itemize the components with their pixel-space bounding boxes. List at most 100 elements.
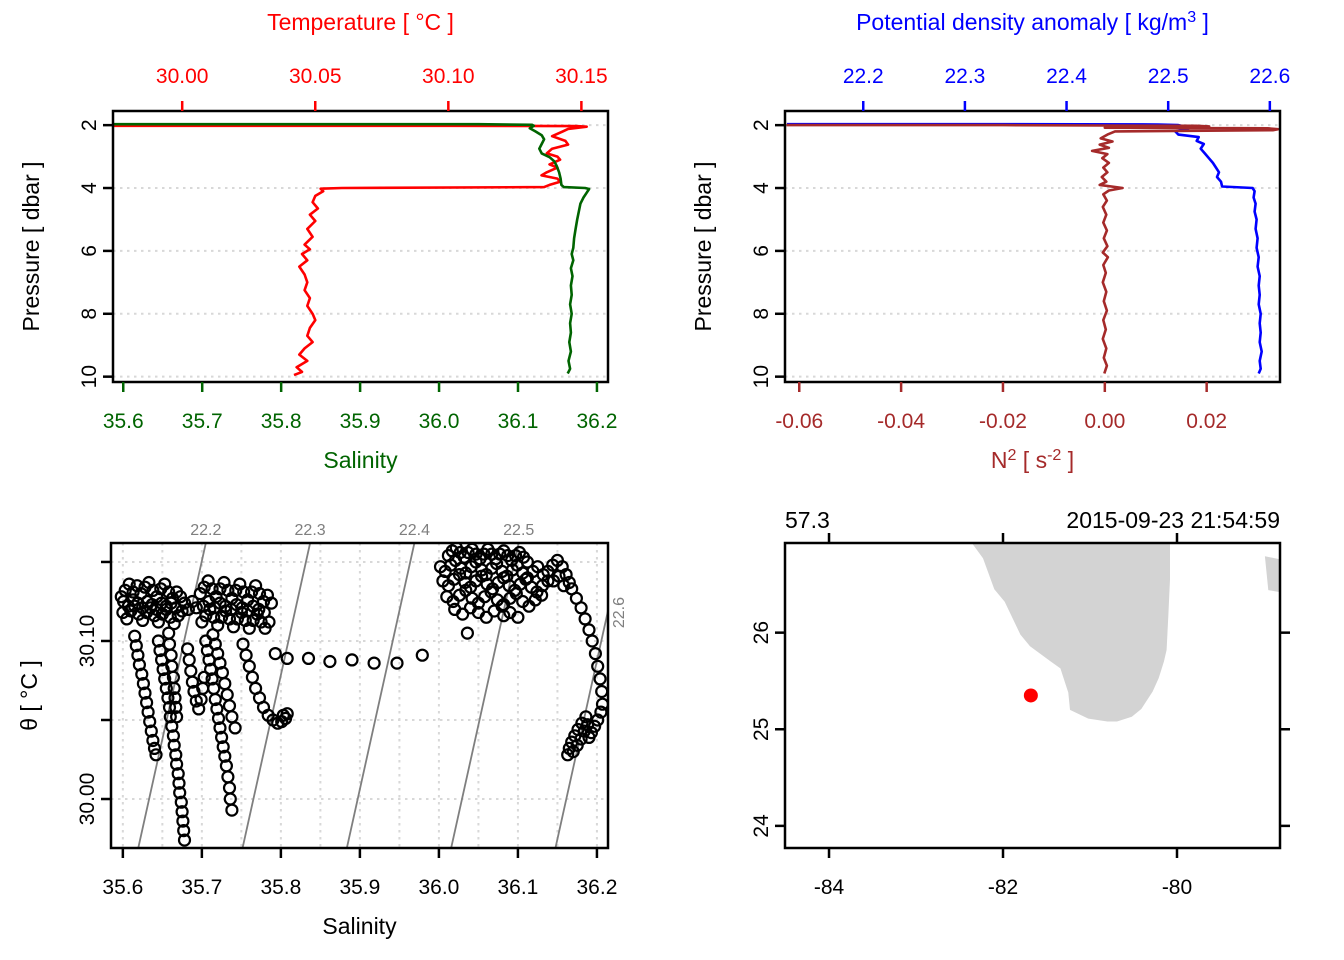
ts-point: [225, 803, 239, 817]
ts-point: [495, 599, 509, 613]
tick-label: 30.10: [422, 65, 475, 88]
ts-point: [582, 623, 596, 637]
ts-point: [163, 710, 177, 724]
bottom-axis: 35.6 35.7 35.8 35.9 36.0 36.1 36.2 Salinity: [103, 382, 617, 473]
tick-label: -0.04: [877, 410, 925, 433]
top-axis: 30.00 30.05 30.10 30.15 Temperature [ °C ]: [156, 9, 608, 111]
tick-label: 26: [750, 621, 773, 644]
station-number-label: 57.3: [785, 507, 830, 533]
ts-point: [580, 718, 595, 732]
tick-label: 35.8: [260, 876, 301, 899]
tick-label: 30.15: [555, 65, 608, 88]
ts-point: [511, 610, 525, 624]
tick-label: 30.10: [76, 615, 99, 668]
top-axis: 22.2 22.3 22.4 22.5 22.6 Potential density an…: [843, 8, 1290, 111]
tick-label: 22.2: [843, 65, 884, 88]
tick-label: 30.05: [289, 65, 342, 88]
tick-label: 22.5: [1148, 65, 1189, 88]
ts-point: [585, 634, 599, 648]
tick-label: 35.9: [339, 876, 380, 899]
bottom-axis-title: Salinity: [322, 913, 397, 939]
ts-point: [189, 601, 203, 615]
ts-point: [228, 721, 242, 735]
ts-point: [390, 656, 404, 670]
ts-point: [245, 670, 259, 684]
ts-point: [169, 748, 183, 762]
bottom-axis: -84 -82 -80: [814, 848, 1192, 899]
tick-label: 0.02: [1186, 410, 1227, 433]
ts-point: [138, 686, 152, 700]
tick-label: 22.6: [1249, 65, 1290, 88]
ts-point: [153, 643, 167, 658]
bottom-axis: 35.6 35.7 35.8 35.9 36.0 36.1 36.2 Salinity: [102, 848, 617, 939]
tick-label: 4: [78, 182, 101, 194]
isopycnal-22.3: [241, 543, 311, 848]
ts-point: [168, 691, 182, 705]
ts-point: [205, 672, 219, 686]
ts-point: [587, 719, 602, 733]
ts-point: [175, 805, 189, 819]
ts-point: [323, 654, 337, 669]
top-right-ticks: [827, 533, 1290, 828]
bottom-axis-title: Salinity: [323, 447, 398, 473]
ts-point: [167, 738, 181, 752]
ts-point: [595, 697, 608, 711]
ts-point: [534, 588, 549, 602]
ts-point: [131, 648, 145, 662]
land-polygon: [971, 543, 1170, 722]
ts-point: [220, 688, 234, 702]
tick-label: 35.8: [261, 410, 302, 433]
left-axis: 2 4 6 8 10 Pressure [ dbar ]: [18, 119, 113, 388]
ts-point: [574, 601, 588, 615]
tick-label: 35.9: [340, 410, 381, 433]
left-axis: 26 25 24: [750, 621, 785, 838]
ts-point: [509, 586, 523, 601]
ts-point: [456, 607, 470, 621]
ts-point: [221, 770, 235, 784]
tick-label: 10: [750, 365, 773, 388]
ts-point: [222, 699, 237, 713]
ts-point: [218, 749, 232, 763]
ts-point: [172, 776, 186, 790]
tick-label: -80: [1162, 876, 1192, 899]
ts-point: [541, 574, 555, 588]
ts-point: [211, 711, 226, 726]
ts-point: [147, 741, 162, 756]
curve-buoyancy-frequency-squared: [786, 123, 1280, 374]
ts-point: [181, 642, 195, 656]
ts-point: [162, 626, 176, 640]
land-polygon: [1264, 556, 1280, 593]
ts-point: [578, 612, 592, 626]
ts-point: [161, 691, 175, 705]
panel-ts_diagram: 22.2 22.3 22.4 22.5 22.6 35.6 35.7 35.8 35.9 36.0…: [16, 522, 628, 939]
ts-point: [146, 733, 160, 748]
isopycnal-label: 22.5: [503, 522, 534, 539]
top-axis-title: Potential density anomaly [ kg/m3 ]: [856, 8, 1209, 35]
ts-point: [184, 664, 198, 678]
ts-point: [159, 681, 173, 696]
timestamp-label: 2015-09-23 21:54:59: [1066, 507, 1280, 533]
tick-label: -0.06: [775, 410, 823, 433]
grid-horizontal: [785, 124, 1280, 378]
tick-label: 8: [750, 308, 773, 320]
tick-label: -82: [988, 876, 1018, 899]
ts-point: [170, 757, 184, 771]
tick-label: 36.0: [418, 876, 459, 899]
panel-station_map: -84 -82 -80 26 25 24 57.3 2015-09-23 21:54:59: [750, 507, 1290, 899]
curve-temperature: [113, 124, 589, 377]
ts-point: [574, 732, 588, 746]
ts-point: [185, 675, 199, 689]
tick-label: 35.6: [103, 410, 144, 433]
tick-label: -0.02: [979, 410, 1027, 433]
tick-label: 0.00: [1084, 410, 1125, 433]
ts-point: [588, 646, 603, 661]
grid-vertical: [121, 543, 598, 848]
tick-label: 2: [78, 119, 101, 131]
tick-label: 35.7: [182, 410, 223, 433]
tick-label: 35.7: [181, 876, 222, 899]
ts-point: [215, 730, 229, 745]
ts-point: [128, 629, 142, 643]
land: [971, 543, 1280, 722]
